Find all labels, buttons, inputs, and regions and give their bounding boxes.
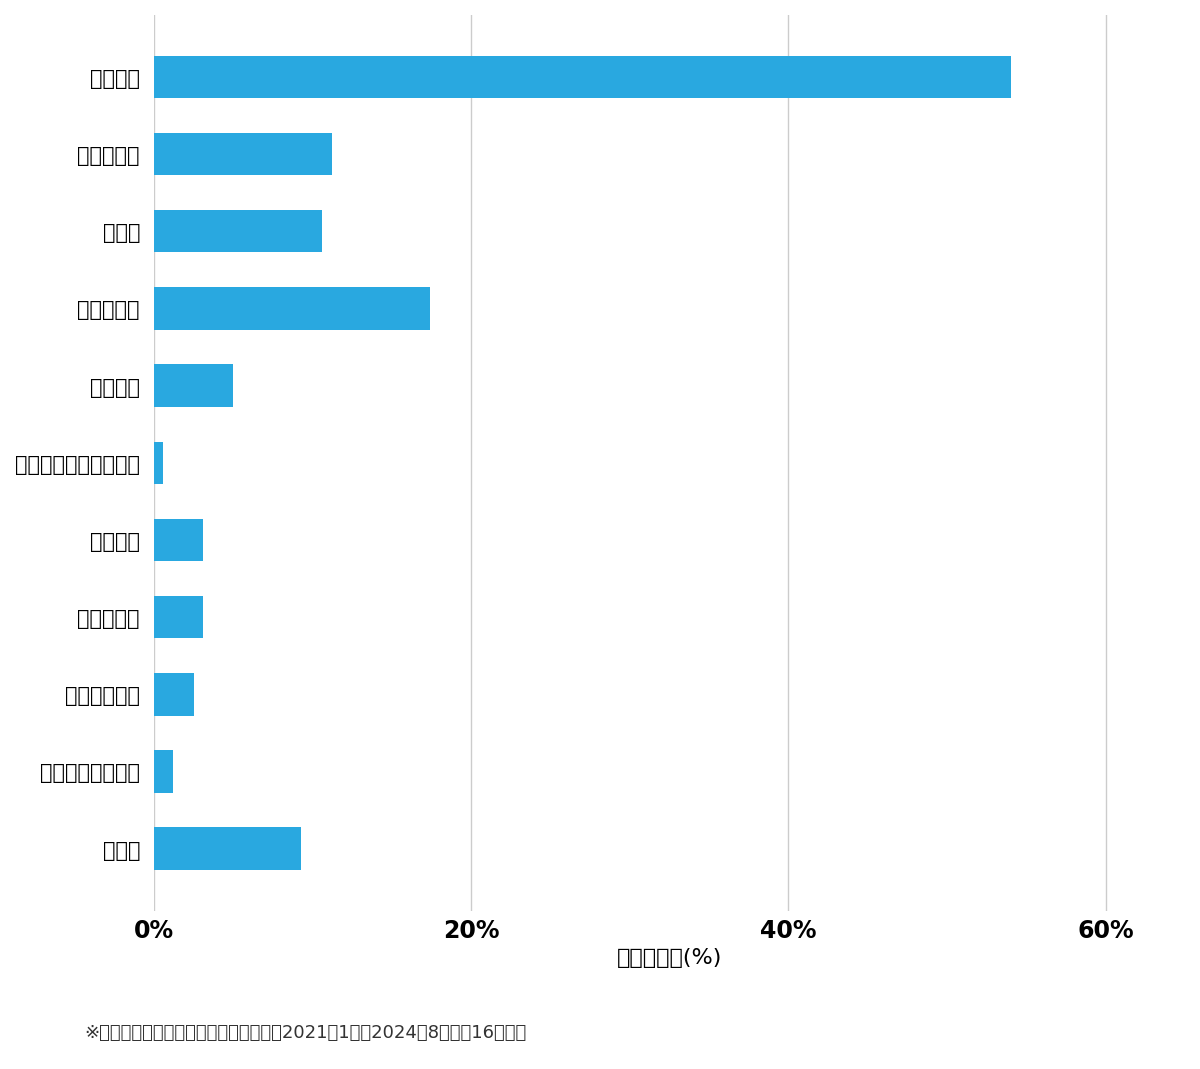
Bar bbox=[154, 365, 233, 407]
Bar bbox=[154, 750, 173, 793]
Bar bbox=[154, 56, 1010, 98]
Bar bbox=[154, 288, 430, 329]
Bar bbox=[154, 827, 301, 870]
Bar bbox=[154, 518, 203, 561]
Text: ※弊社受付の案件を対象に集計（期間：2021年1月～2024年8月、記16１件）: ※弊社受付の案件を対象に集計（期間：2021年1月～2024年8月、記16１件） bbox=[84, 1024, 527, 1042]
Bar bbox=[154, 673, 193, 715]
Bar bbox=[154, 210, 322, 252]
Bar bbox=[154, 133, 331, 175]
Bar bbox=[154, 595, 203, 638]
Bar bbox=[154, 441, 163, 484]
X-axis label: 件数の割合(%): 件数の割合(%) bbox=[617, 948, 722, 969]
